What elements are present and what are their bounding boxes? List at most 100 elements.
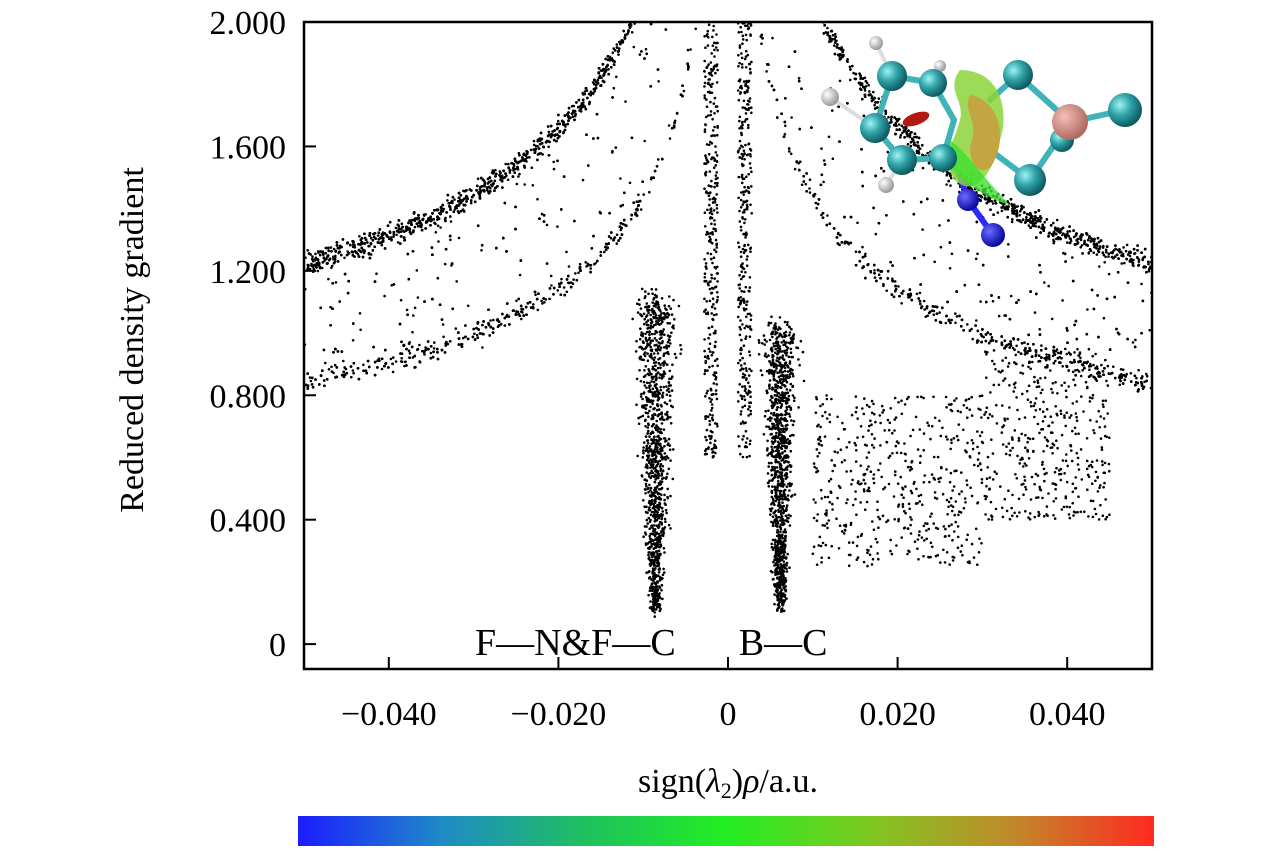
scatter-point <box>981 263 985 267</box>
scatter-point <box>613 49 617 52</box>
scatter-point <box>1102 244 1105 248</box>
scatter-point <box>1065 326 1068 330</box>
scatter-point <box>1108 372 1112 376</box>
scatter-point <box>1068 230 1072 233</box>
scatter-point <box>1136 381 1140 385</box>
scatter-point <box>864 252 867 256</box>
scatter-point <box>1047 232 1051 235</box>
scatter-point <box>501 176 505 180</box>
scatter-point <box>629 17 632 20</box>
scatter-point <box>880 270 884 273</box>
scatter-point <box>574 272 577 275</box>
scatter-point <box>407 277 411 281</box>
scatter-point <box>324 361 327 365</box>
scatter-point <box>558 135 561 138</box>
scatter-point <box>971 337 974 341</box>
scatter-point <box>661 157 664 161</box>
scatter-point <box>369 236 373 240</box>
scatter-point <box>371 249 375 252</box>
scatter-point <box>497 324 501 327</box>
scatter-point <box>686 62 689 65</box>
scatter-point <box>1082 361 1086 364</box>
scatter-point <box>475 333 479 337</box>
scatter-point <box>611 96 614 99</box>
scatter-point <box>950 318 953 322</box>
scatter-point <box>511 175 515 178</box>
scatter-point <box>515 310 518 313</box>
scatter-point <box>891 264 894 267</box>
scatter-point <box>934 319 938 322</box>
scatter-point <box>406 252 410 256</box>
scatter-point <box>1080 244 1084 247</box>
scatter-point <box>830 37 834 41</box>
scatter-point <box>920 305 924 308</box>
scatter-point <box>431 355 435 359</box>
scatter-point <box>814 201 818 205</box>
scatter-point <box>629 17 632 20</box>
scatter-point <box>547 154 551 157</box>
scatter-point <box>902 200 905 203</box>
scatter-point <box>607 68 610 71</box>
scatter-point <box>418 219 422 223</box>
scatter-point <box>833 44 836 47</box>
scatter-point <box>922 253 925 257</box>
scatter-point <box>489 179 493 183</box>
scatter-point <box>1076 241 1080 244</box>
scatter-point <box>992 213 995 216</box>
scatter-point <box>649 85 652 88</box>
scatter-point <box>1050 317 1054 321</box>
scatter-point <box>627 29 630 32</box>
scatter-point <box>427 347 430 351</box>
scatter-point <box>631 18 634 21</box>
scatter-point <box>1063 252 1067 256</box>
scatter-point <box>407 342 411 345</box>
scatter-point <box>411 250 415 253</box>
scatter-point <box>532 143 536 147</box>
scatter-point <box>1009 294 1013 298</box>
scatter-point <box>1086 238 1090 242</box>
scatter-point <box>323 384 326 388</box>
scatter-point <box>501 186 504 189</box>
scatter-point <box>399 230 403 233</box>
scatter-point <box>1133 345 1137 349</box>
scatter-point <box>1021 218 1025 221</box>
scatter-point <box>1112 365 1115 369</box>
scatter-point <box>1039 231 1042 234</box>
scatter-point <box>631 18 634 21</box>
scatter-point <box>911 137 914 140</box>
scatter-point <box>455 280 459 283</box>
scatter-point <box>1023 353 1027 356</box>
scatter-point <box>1052 234 1055 237</box>
scatter-point <box>1111 251 1114 255</box>
scatter-point <box>790 116 793 119</box>
scatter-point <box>645 52 648 56</box>
scatter-point <box>1103 261 1106 264</box>
scatter-point <box>404 360 407 364</box>
scatter-point <box>963 283 967 287</box>
scatter-point <box>588 100 591 104</box>
scatter-point <box>816 202 820 206</box>
scatter-point <box>808 187 811 190</box>
scatter-point <box>1039 271 1042 274</box>
scatter-point <box>429 345 433 348</box>
scatter-point <box>575 101 578 104</box>
scatter-point <box>1059 228 1063 231</box>
scatter-point <box>1041 223 1044 227</box>
scatter-point <box>653 169 657 173</box>
scatter-point <box>939 321 943 324</box>
scatter-point <box>1052 221 1055 225</box>
scatter-point <box>549 274 553 278</box>
scatter-point <box>902 289 905 293</box>
scatter-point <box>352 322 355 325</box>
scatter-point <box>589 267 592 270</box>
scatter-point <box>413 306 417 310</box>
scatter-point <box>482 332 485 336</box>
scatter-point <box>329 246 333 249</box>
scatter-point <box>622 29 625 33</box>
scatter-point <box>1038 263 1041 267</box>
scatter-point <box>900 292 904 295</box>
scatter-point <box>822 180 825 184</box>
scatter-point <box>894 287 898 291</box>
scatter-point <box>330 370 334 374</box>
scatter-point <box>405 347 408 351</box>
